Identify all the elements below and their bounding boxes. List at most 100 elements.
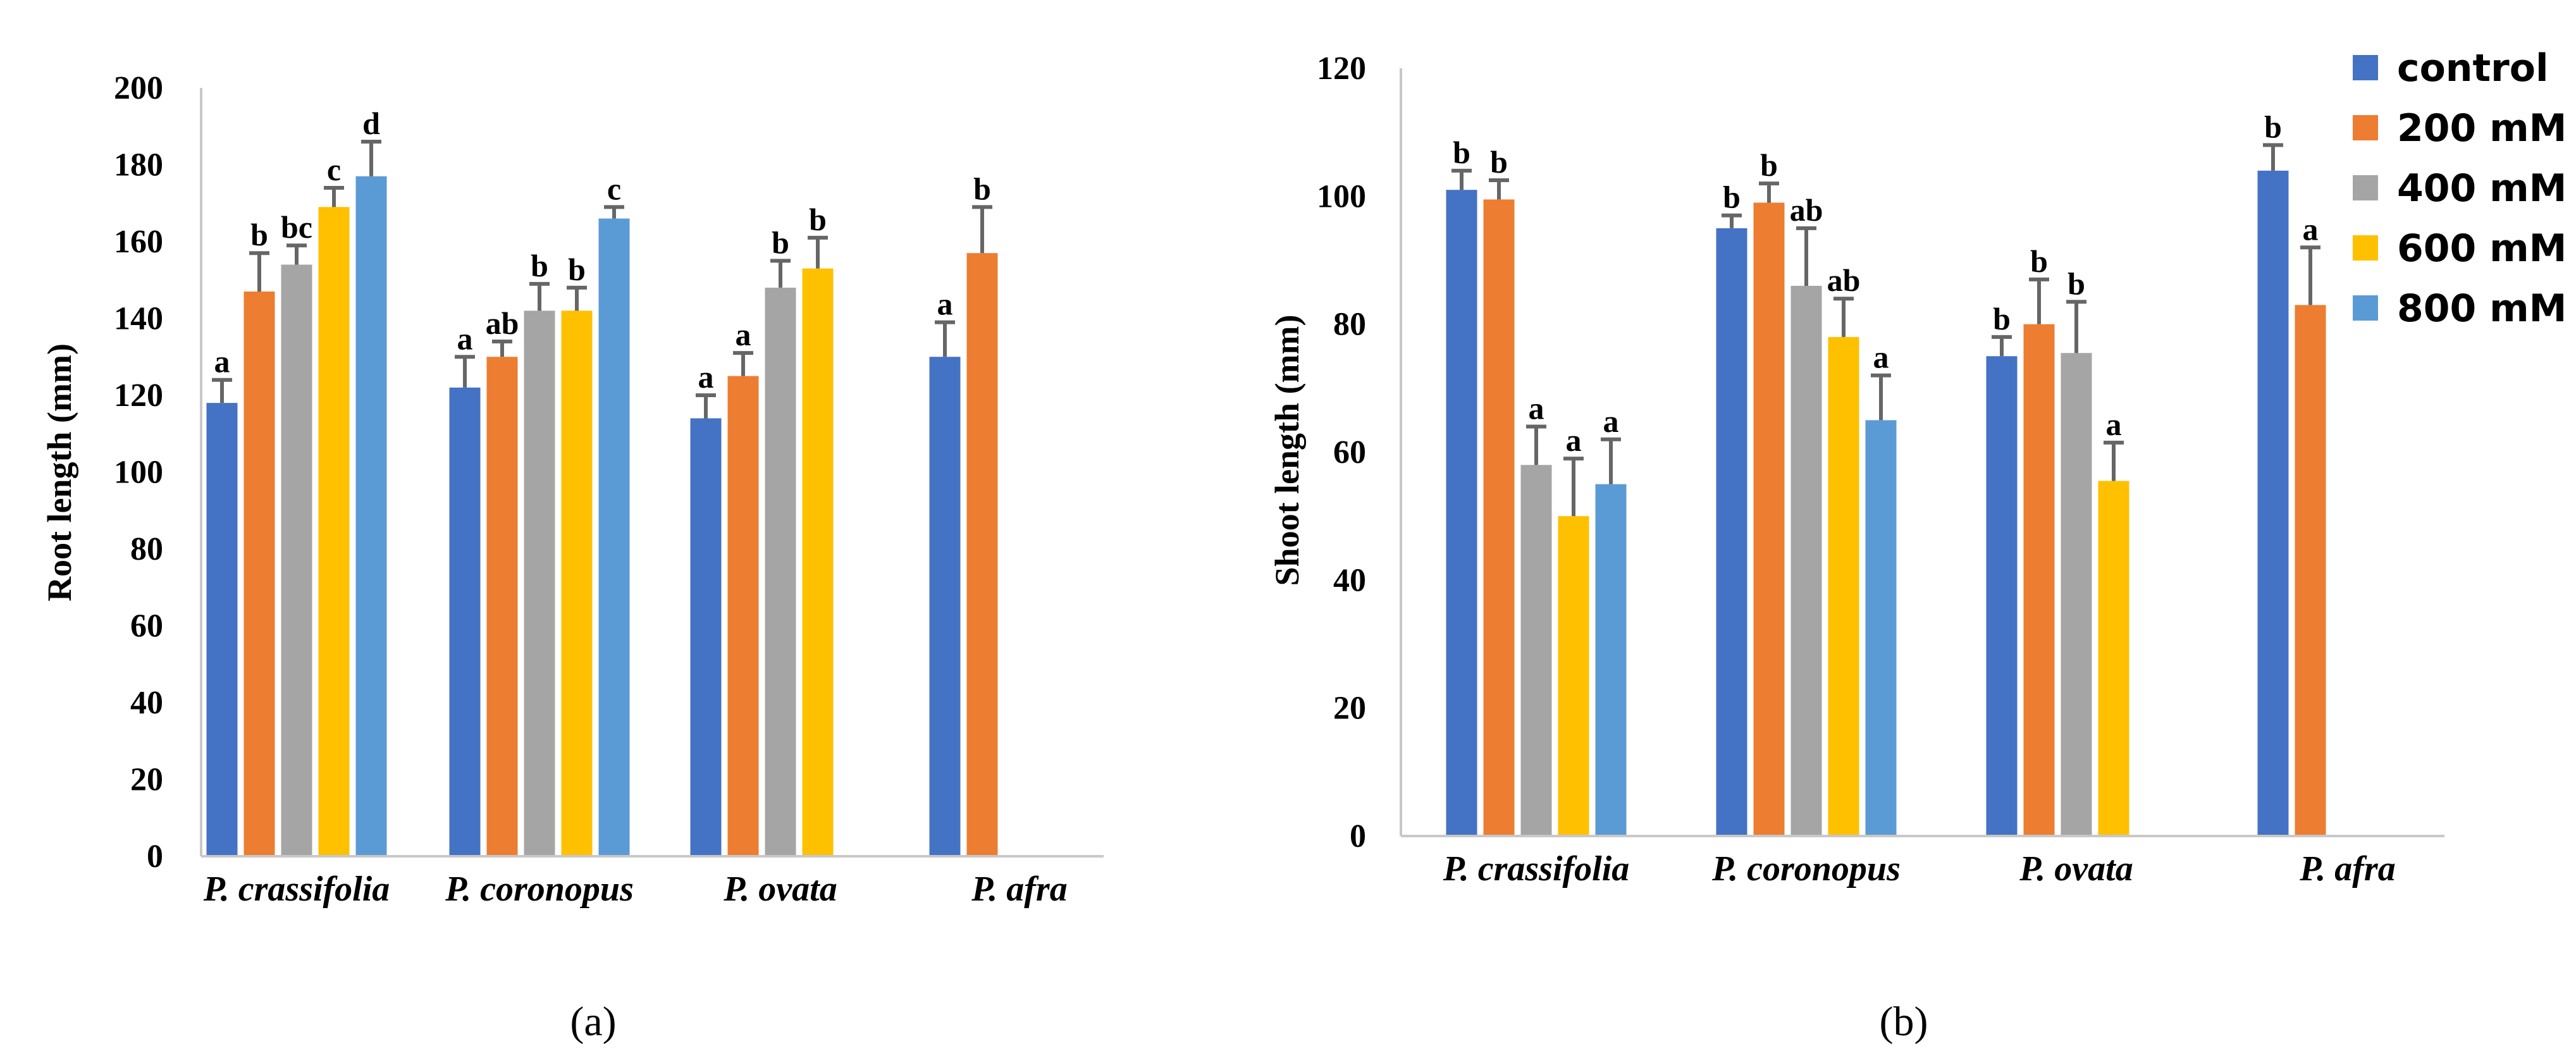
x-category-label: P. afra [2299, 849, 2395, 889]
legend-label: 400 mM [2397, 166, 2567, 211]
error-bar-200-mm-p-afra [2300, 245, 2320, 305]
significance-letter: a [457, 321, 473, 356]
error-bar-600-mm-p-coronopus [1833, 297, 1854, 337]
bar-800-mm-p-coronopus [598, 218, 630, 856]
y-tick-label: 0 [147, 839, 163, 875]
error-bar-400-mm-p-coronopus [529, 281, 550, 311]
y-tick-label: 140 [114, 301, 163, 337]
panel-label: (b) [1880, 999, 1928, 1045]
bar-control-p-ovata [1986, 356, 2018, 836]
bar-400-mm-p-coronopus [1790, 285, 1822, 836]
error-bar-800-mm-p-coronopus [604, 205, 624, 219]
significance-letter: b [973, 171, 991, 206]
error-bar-400-mm-p-crassifolia [1526, 424, 1546, 465]
significance-letter: b [2030, 243, 2048, 279]
error-bar-400-mm-p-crassifolia [287, 243, 307, 265]
significance-letter: ab [486, 305, 519, 341]
legend-label: control [2397, 46, 2549, 90]
significance-letter: c [607, 171, 621, 206]
significance-letter: c [327, 152, 341, 187]
y-axis-label: Shoot length (mm) [1268, 315, 1306, 586]
legend-label: 800 mM [2397, 286, 2567, 331]
bar-200-mm-p-coronopus [486, 357, 518, 856]
error-bar-200-mm-p-crassifolia [1489, 178, 1509, 200]
significance-letter: d [362, 106, 380, 141]
error-bar-control-p-crassifolia [212, 378, 232, 403]
x-category-label: P. crassifolia [1443, 849, 1630, 889]
bar-200-mm-p-ovata [2023, 324, 2055, 836]
legend-swatch-800-mm [2353, 295, 2378, 321]
bar-200-mm-p-afra [2295, 305, 2326, 837]
significance-letter: bc [281, 209, 312, 245]
x-category-label: P. afra [971, 870, 1067, 909]
bar-400-mm-p-crassifolia [281, 264, 312, 856]
bar-200-mm-p-afra [966, 253, 998, 857]
significance-letter: b [1993, 301, 2011, 336]
error-bar-200-mm-p-afra [972, 205, 992, 254]
bar-600-mm-p-ovata [2098, 481, 2129, 836]
x-category-label: P. coronopus [445, 870, 634, 909]
y-tick-label: 120 [114, 378, 163, 414]
significance-letter: a [214, 344, 230, 379]
error-bar-800-mm-p-crassifolia [1601, 437, 1621, 484]
significance-letter: a [1529, 391, 1544, 426]
significance-letter: a [1603, 403, 1619, 439]
significance-letter: b [1723, 180, 1741, 215]
bar-600-mm-p-coronopus [1828, 336, 1859, 836]
legend-swatch-control [2353, 55, 2378, 80]
error-bar-control-p-ovata [696, 393, 716, 419]
x-category-label: P. ovata [723, 870, 837, 909]
y-tick-label: 160 [114, 224, 163, 260]
significance-letter: a [1873, 340, 1889, 375]
bar-control-p-coronopus [1716, 228, 1747, 837]
legend: control 200 mM 400 mM 600 mM 800 mM [2353, 46, 2567, 331]
error-bar-control-p-crassifolia [1451, 168, 1472, 190]
error-bar-200-mm-p-ovata [2029, 277, 2049, 324]
bar-600-mm-p-crassifolia [1558, 516, 1589, 836]
significance-letter: a [698, 359, 714, 395]
error-bar-400-mm-p-ovata [770, 259, 791, 288]
y-tick-label: 180 [114, 147, 163, 183]
bar-control-p-crassifolia [206, 403, 238, 856]
error-bar-600-mm-p-crassifolia [324, 185, 344, 207]
significance-letter: b [809, 202, 827, 237]
bar-200-mm-p-coronopus [1753, 202, 1785, 836]
significance-letter: a [937, 286, 953, 322]
error-bar-control-p-afra [935, 320, 955, 357]
error-bar-control-p-ovata [1992, 335, 2012, 357]
significance-letter: b [1760, 147, 1778, 183]
error-bar-control-p-coronopus [455, 355, 475, 388]
error-bar-control-p-coronopus [1722, 213, 1742, 228]
panel-label: (a) [570, 999, 616, 1045]
y-tick-label: 80 [1333, 307, 1366, 343]
significance-letter: b [1453, 135, 1470, 170]
bar-200-mm-p-crassifolia [1483, 199, 1515, 836]
y-tick-label: 0 [1350, 818, 1366, 854]
error-bar-800-mm-p-crassifolia [361, 140, 381, 176]
significance-letter: b [568, 252, 586, 287]
legend-swatch-600-mm [2353, 235, 2378, 261]
y-tick-label: 20 [1333, 691, 1366, 727]
bar-control-p-afra [929, 357, 961, 856]
significance-letter: a [1566, 422, 1582, 458]
legend-label: 600 mM [2397, 226, 2567, 271]
legend-label: 200 mM [2397, 106, 2567, 151]
legend-swatch-400-mm [2353, 175, 2378, 200]
significance-letter: b [531, 248, 548, 283]
bar-400-mm-p-ovata [765, 287, 796, 856]
error-bar-200-mm-p-coronopus [1759, 181, 1779, 203]
error-bar-400-mm-p-coronopus [1796, 226, 1816, 286]
bar-400-mm-p-coronopus [524, 311, 555, 857]
y-tick-label: 200 [114, 70, 163, 106]
significance-letter: a [736, 317, 751, 352]
bar-800-mm-p-coronopus [1865, 420, 1897, 836]
bar-600-mm-p-crassifolia [318, 207, 350, 857]
bar-400-mm-p-crassifolia [1520, 465, 1552, 836]
error-bar-200-mm-p-crassifolia [249, 251, 269, 292]
error-bar-600-mm-p-crassifolia [1563, 457, 1584, 517]
y-axis-label: Root length (mm) [40, 343, 78, 601]
y-tick-label: 80 [130, 531, 163, 567]
bar-control-p-crassifolia [1446, 190, 1477, 836]
